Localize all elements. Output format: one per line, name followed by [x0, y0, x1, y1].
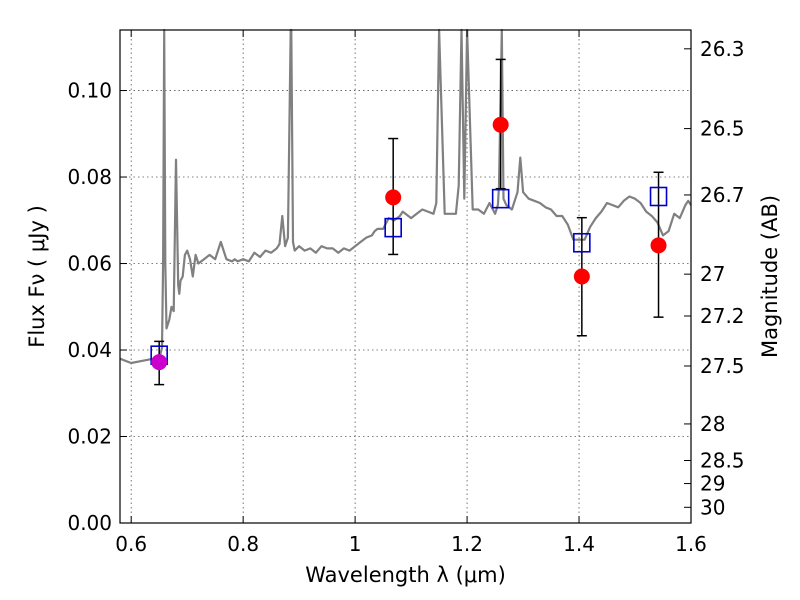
data-markers — [150, 58, 668, 386]
x-tick-label: 0.8 — [227, 532, 259, 556]
x-axis-title: Wavelength λ (μm) — [305, 563, 506, 587]
x-tick-label: 1 — [349, 532, 362, 556]
plot-background — [120, 30, 691, 523]
y2-tick-label: 29 — [700, 472, 725, 496]
grid-lines — [120, 30, 691, 523]
y-tick-label: 0.00 — [67, 511, 112, 535]
y2-tick-label: 27.5 — [700, 354, 745, 378]
y-tick-label: 0.04 — [67, 338, 112, 362]
y-tick-label: 0.06 — [67, 252, 112, 276]
y2-tick-label: 26.3 — [700, 37, 745, 61]
x-tick-label: 1.6 — [675, 532, 707, 556]
y2-axis-title: Magnitude (AB) — [758, 195, 782, 358]
observed-point — [573, 268, 590, 285]
model-photometry-square — [649, 186, 668, 207]
x-tick-label: 0.6 — [115, 532, 147, 556]
observed-point — [650, 237, 667, 254]
observed-point — [492, 116, 509, 133]
model-photometry-square — [491, 188, 510, 209]
y-tick-label: 0.02 — [67, 425, 112, 449]
plot-frame — [119, 29, 692, 524]
x-tick-label: 1.4 — [563, 532, 595, 556]
y2-tick-label: 28.5 — [700, 448, 745, 472]
y2-tick-label: 27 — [700, 262, 725, 286]
y2-tick-label: 26.7 — [700, 183, 745, 207]
optical-point — [151, 354, 168, 371]
x-tick-label: 1.2 — [451, 532, 483, 556]
y2-tick-label: 27.2 — [700, 304, 745, 328]
observed-point — [385, 189, 402, 206]
axis-ticks: 0.6 0.8 1 1.2 1.4 1.6 0.00 0.02 0.04 0.06 0.08 0.10… — [67, 30, 745, 556]
y2-tick-label: 30 — [700, 495, 725, 519]
y2-tick-label: 26.5 — [700, 117, 745, 141]
y-axis-title: Flux Fν ( μJy ) — [25, 205, 49, 348]
model-photometry-square — [384, 217, 402, 238]
model-photometry-square — [573, 232, 591, 253]
y2-tick-label: 28 — [700, 412, 725, 436]
y-tick-label: 0.08 — [67, 165, 112, 189]
y-tick-label: 0.10 — [67, 79, 112, 103]
